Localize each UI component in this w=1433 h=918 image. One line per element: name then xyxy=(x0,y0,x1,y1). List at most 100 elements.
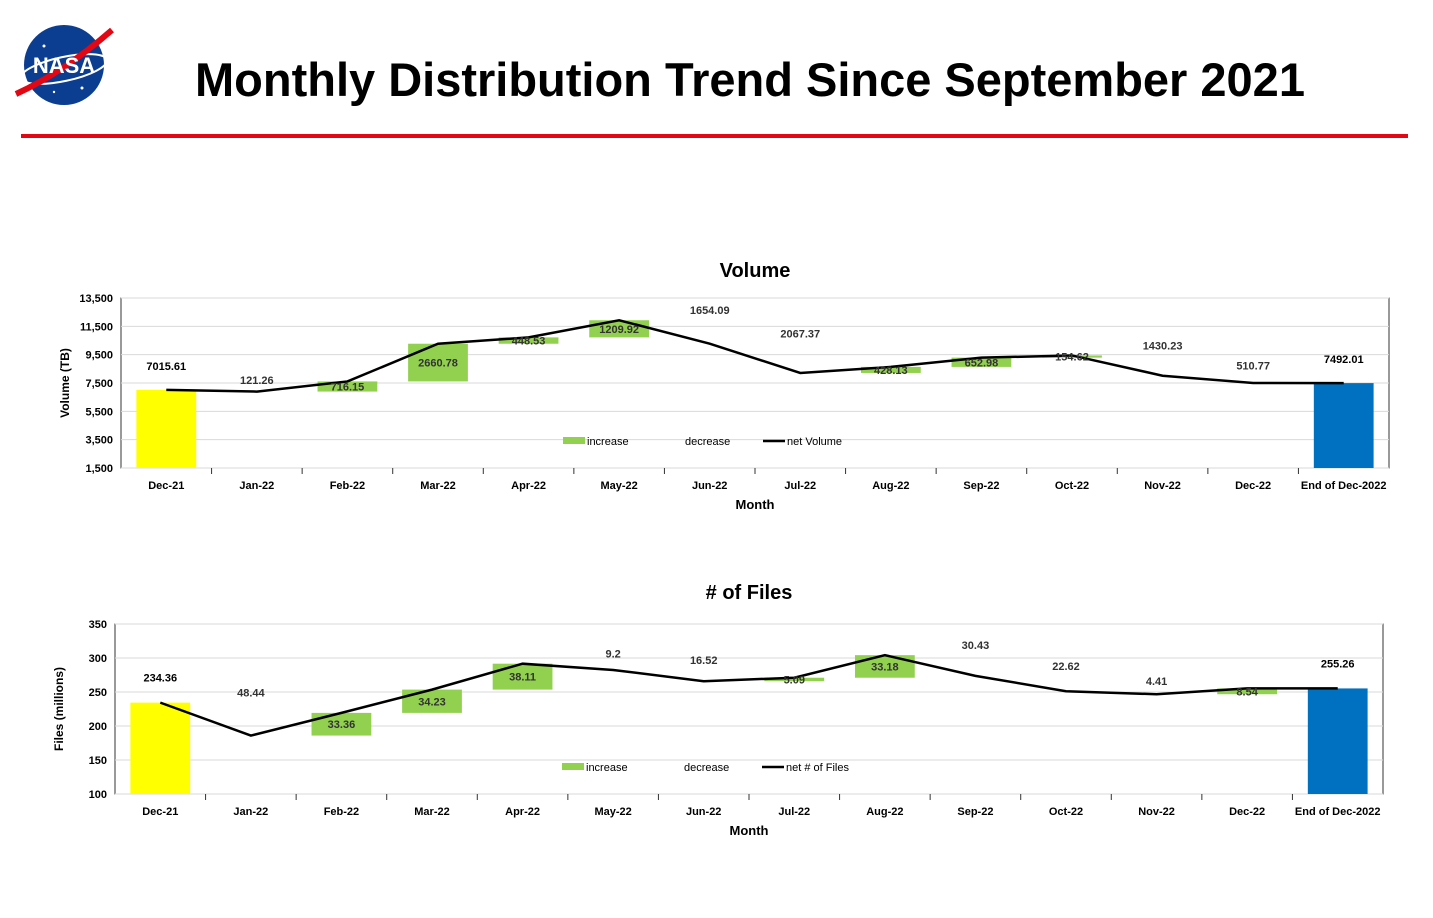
data-label: 428.13 xyxy=(874,365,908,377)
x-tick-label: Dec-21 xyxy=(148,480,184,492)
y-tick-label: 250 xyxy=(89,687,107,699)
x-tick-label: Dec-22 xyxy=(1235,480,1271,492)
data-label: 34.23 xyxy=(418,696,446,708)
data-label: 121.26 xyxy=(240,375,274,387)
y-tick-label: 150 xyxy=(89,755,107,767)
data-label: 9.2 xyxy=(605,649,620,661)
y-tick-label: 7,500 xyxy=(85,378,113,390)
bar-increase xyxy=(860,366,921,373)
y-tick-label: 300 xyxy=(89,653,107,665)
data-label: 33.36 xyxy=(328,719,356,731)
x-tick-label: Jun-22 xyxy=(686,806,721,818)
x-axis-label: Month xyxy=(736,497,775,512)
x-tick-label: May-22 xyxy=(600,480,637,492)
data-label: 8.54 xyxy=(1236,686,1258,698)
data-label: 33.18 xyxy=(871,661,899,673)
data-label: 1430.23 xyxy=(1143,340,1183,352)
y-tick-label: 1,500 xyxy=(85,463,113,475)
bar-end-total xyxy=(1307,688,1368,794)
x-tick-label: Jan-22 xyxy=(239,480,274,492)
x-tick-label: May-22 xyxy=(594,806,631,818)
data-label: 4.41 xyxy=(1146,676,1167,688)
chart-title: # of Files xyxy=(706,582,793,604)
legend-line-label: net Volume xyxy=(787,436,842,448)
x-tick-label: End of Dec-2022 xyxy=(1301,480,1387,492)
y-axis-label: Volume (TB) xyxy=(58,348,72,418)
x-tick-label: Aug-22 xyxy=(866,806,903,818)
bar-increase xyxy=(408,343,468,382)
x-tick-label: Nov-22 xyxy=(1138,806,1175,818)
legend-decrease-label: decrease xyxy=(684,762,729,774)
legend-increase-swatch xyxy=(563,437,585,444)
bar-increase xyxy=(402,689,462,713)
bar-increase xyxy=(317,381,378,392)
logo-vector-icon xyxy=(14,27,114,97)
bar-increase xyxy=(1217,688,1278,695)
nasa-logo: NASA xyxy=(14,25,114,105)
x-tick-label: Nov-22 xyxy=(1144,480,1181,492)
net-line xyxy=(159,653,1338,737)
y-tick-label: 9,500 xyxy=(85,350,113,362)
y-tick-label: 3,500 xyxy=(85,435,113,447)
x-tick-label: Sep-22 xyxy=(963,480,999,492)
title-divider xyxy=(21,134,1408,138)
data-label: 2067.37 xyxy=(780,329,820,341)
data-label: 1654.09 xyxy=(690,305,730,317)
bar-increase xyxy=(951,357,1012,367)
data-label: 30.43 xyxy=(962,640,990,652)
data-label: 7492.01 xyxy=(1324,354,1364,366)
bar-end-total xyxy=(1313,383,1374,468)
bar-start-total xyxy=(130,702,191,794)
data-label: 7015.61 xyxy=(146,361,186,373)
x-tick-label: Dec-21 xyxy=(142,806,178,818)
x-tick-label: Aug-22 xyxy=(872,480,909,492)
data-label: 2660.78 xyxy=(418,358,458,370)
x-tick-label: Sep-22 xyxy=(957,806,993,818)
data-label: 48.44 xyxy=(237,688,265,700)
legend-increase-label: increase xyxy=(586,762,628,774)
logo-text: NASA xyxy=(33,53,95,78)
legend-increase-swatch xyxy=(562,763,584,770)
data-label: 1209.92 xyxy=(599,324,639,336)
y-axis-label: Files (millions) xyxy=(52,667,66,751)
bar-increase xyxy=(311,712,372,736)
x-tick-label: Mar-22 xyxy=(414,806,449,818)
data-label: 5.09 xyxy=(784,674,805,686)
y-tick-label: 200 xyxy=(89,721,107,733)
data-label: 255.26 xyxy=(1321,658,1355,670)
net-line xyxy=(166,318,1344,393)
y-tick-label: 5,500 xyxy=(85,406,113,418)
y-tick-label: 13,500 xyxy=(79,293,113,305)
x-tick-label: Feb-22 xyxy=(324,806,359,818)
x-tick-label: End of Dec-2022 xyxy=(1295,806,1381,818)
x-tick-label: Jul-22 xyxy=(784,480,816,492)
data-label: 22.62 xyxy=(1052,661,1080,673)
bar-increase xyxy=(854,655,915,678)
plot-area xyxy=(114,623,1384,795)
x-tick-label: Dec-22 xyxy=(1229,806,1265,818)
data-label: 234.36 xyxy=(143,673,177,685)
y-tick-label: 100 xyxy=(89,789,107,801)
chart-title: Volume xyxy=(720,260,791,282)
legend-decrease-label: decrease xyxy=(685,436,730,448)
x-tick-label: Jan-22 xyxy=(233,806,268,818)
x-tick-label: Apr-22 xyxy=(505,806,540,818)
data-label: 448.53 xyxy=(512,336,546,348)
x-tick-label: Mar-22 xyxy=(420,480,455,492)
data-label: 716.15 xyxy=(331,382,365,394)
y-tick-label: 11,500 xyxy=(80,321,113,333)
legend-line-label: net # of Files xyxy=(786,762,849,774)
y-tick-label: 350 xyxy=(89,619,107,631)
x-tick-label: Jun-22 xyxy=(692,480,727,492)
bar-increase xyxy=(492,663,553,690)
page-title: Monthly Distribution Trend Since Septemb… xyxy=(195,53,1305,106)
volume-chart: Volume 1,500 3,500 5,500 7,500 9,500 11,500 13,… xyxy=(58,260,1390,512)
x-tick-label: Feb-22 xyxy=(330,480,365,492)
bar-start-total xyxy=(136,389,197,468)
x-tick-label: Oct-22 xyxy=(1055,480,1089,492)
data-label: 154.62 xyxy=(1055,352,1089,364)
data-label: 510.77 xyxy=(1236,361,1270,373)
data-label: 16.52 xyxy=(690,655,718,667)
x-axis-label: Month xyxy=(730,823,769,838)
files-chart: # of Files 100 150 200 250 300 350 Dec-21 Jan-22… xyxy=(52,582,1384,838)
